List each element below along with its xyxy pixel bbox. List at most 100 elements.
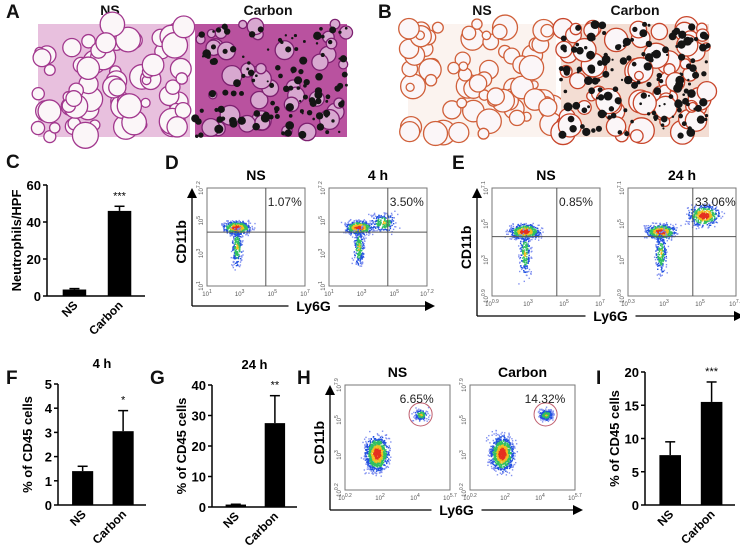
chart-title: 24 h — [241, 357, 267, 372]
event-dot — [525, 274, 528, 277]
event-dot — [232, 242, 234, 244]
carbon-particle — [612, 86, 619, 93]
event-dot — [364, 472, 366, 475]
carbon-particle — [616, 44, 622, 49]
carbon-particle — [647, 42, 652, 47]
event-dot — [525, 229, 528, 231]
event-dot — [236, 261, 238, 263]
event-dot — [519, 231, 522, 234]
event-dot — [379, 448, 382, 450]
event-dot — [235, 247, 237, 250]
event-dot — [382, 229, 385, 231]
event-dot — [689, 217, 691, 220]
event-dot — [661, 250, 664, 252]
event-dot — [239, 250, 241, 253]
event-dot — [523, 271, 525, 273]
event-dot — [382, 468, 384, 470]
event-dot — [659, 258, 661, 260]
event-dot — [388, 451, 390, 453]
event-dot — [540, 227, 543, 229]
carbon-particle — [630, 119, 634, 124]
event-dot — [512, 229, 514, 232]
event-dot — [373, 447, 376, 449]
event-dot — [367, 228, 370, 230]
event-dot — [721, 215, 724, 218]
carbon-particle — [208, 90, 217, 98]
event-dot — [362, 255, 364, 258]
event-dot — [354, 236, 356, 239]
y-tick-label: 100.9 — [617, 289, 626, 303]
event-dot — [698, 215, 701, 218]
event-dot — [368, 226, 371, 228]
arrow-up-icon — [187, 188, 197, 198]
event-dot — [239, 242, 241, 244]
event-dot — [368, 447, 371, 449]
event-dot — [662, 252, 665, 255]
event-dot — [690, 215, 693, 217]
event-dot — [357, 238, 359, 240]
event-dot — [711, 209, 713, 211]
event-dot — [371, 467, 373, 469]
event-dot — [236, 246, 238, 249]
event-dot — [240, 244, 243, 246]
carbon-particle — [596, 96, 599, 100]
event-dot — [227, 221, 229, 224]
event-dot — [670, 231, 673, 233]
panel-a-title-carbon: Carbon — [243, 2, 293, 18]
event-dot — [514, 233, 516, 235]
event-dot — [680, 224, 682, 227]
event-dot — [237, 225, 240, 227]
event-dot — [374, 463, 377, 466]
event-dot — [655, 234, 658, 236]
event-dot — [695, 216, 697, 218]
event-dot — [517, 236, 519, 239]
carbon-particle — [584, 46, 588, 50]
event-dot — [361, 252, 364, 254]
event-dot — [711, 217, 714, 219]
alveolus — [175, 72, 189, 85]
event-dot — [364, 455, 367, 458]
event-dot — [541, 227, 544, 230]
event-dot — [239, 247, 241, 249]
carbon-particle — [285, 121, 294, 130]
event-dot — [529, 240, 531, 242]
event-dot — [238, 241, 240, 244]
event-dot — [662, 232, 665, 235]
event-dot — [344, 222, 346, 224]
event-dot — [365, 224, 368, 226]
event-dot — [241, 229, 243, 231]
carbon-particle — [662, 46, 669, 54]
event-dot — [370, 447, 372, 449]
event-dot — [254, 227, 256, 229]
event-dot — [672, 227, 674, 229]
event-dot — [241, 224, 244, 226]
event-dot — [345, 225, 348, 228]
event-dot — [365, 454, 367, 456]
event-dot — [519, 248, 521, 250]
event-dot — [519, 229, 521, 231]
event-dot — [694, 206, 696, 208]
event-dot — [661, 244, 663, 246]
carbon-particle — [299, 56, 308, 65]
event-dot — [523, 249, 525, 251]
event-dot — [377, 452, 380, 454]
panel-label-g: G — [150, 368, 165, 389]
event-dot — [377, 443, 379, 446]
event-dot — [661, 237, 663, 240]
event-dot — [243, 228, 245, 230]
event-dot — [361, 222, 364, 224]
event-dot — [535, 233, 537, 235]
event-dot — [655, 246, 658, 248]
carbon-particle — [291, 36, 294, 40]
event-dot — [354, 229, 356, 232]
event-dot — [236, 244, 238, 247]
event-dot — [375, 474, 377, 477]
event-dot — [358, 245, 360, 248]
event-dot — [648, 230, 650, 233]
event-dot — [369, 229, 371, 232]
event-dot — [693, 216, 695, 219]
event-dot — [359, 254, 361, 256]
event-dot — [697, 223, 700, 225]
event-dot — [523, 246, 525, 248]
